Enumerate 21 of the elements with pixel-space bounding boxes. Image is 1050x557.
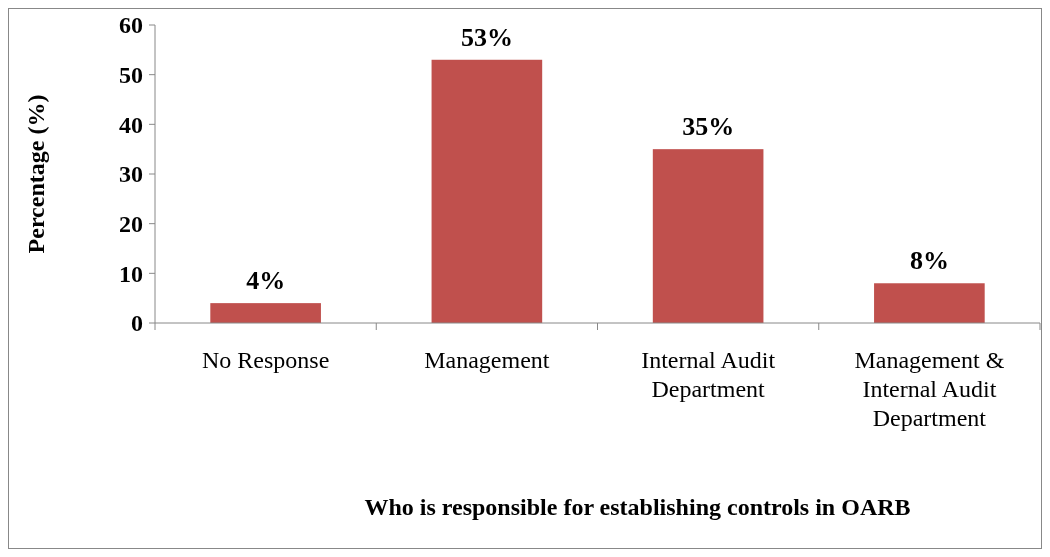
y-axis-title: Percentage (%) bbox=[23, 94, 49, 254]
y-tick-label: 40 bbox=[119, 111, 143, 138]
data-label: 4% bbox=[246, 266, 286, 296]
y-tick-label: 10 bbox=[119, 260, 143, 287]
bar bbox=[210, 303, 321, 323]
data-label: 35% bbox=[682, 112, 735, 142]
x-tick-label: Internal Audit Department bbox=[641, 347, 776, 402]
y-tick-label: 20 bbox=[119, 211, 143, 238]
x-tick-label: Management & Internal Audit Department bbox=[854, 347, 1005, 431]
y-tick-label: 50 bbox=[119, 62, 143, 89]
y-tick-label: 0 bbox=[131, 310, 143, 337]
bar bbox=[431, 59, 543, 323]
data-label: 53% bbox=[460, 22, 513, 52]
y-tick-label: 30 bbox=[119, 161, 143, 188]
data-label: 8% bbox=[909, 246, 949, 276]
x-tick-label: Management bbox=[424, 347, 550, 373]
x-tick-label: No Response bbox=[201, 347, 330, 373]
bar bbox=[874, 283, 985, 323]
y-tick-label: 60 bbox=[119, 12, 143, 39]
bar bbox=[652, 149, 764, 323]
x-axis-title: Who is responsible for establishing controls in OARB bbox=[364, 494, 911, 520]
